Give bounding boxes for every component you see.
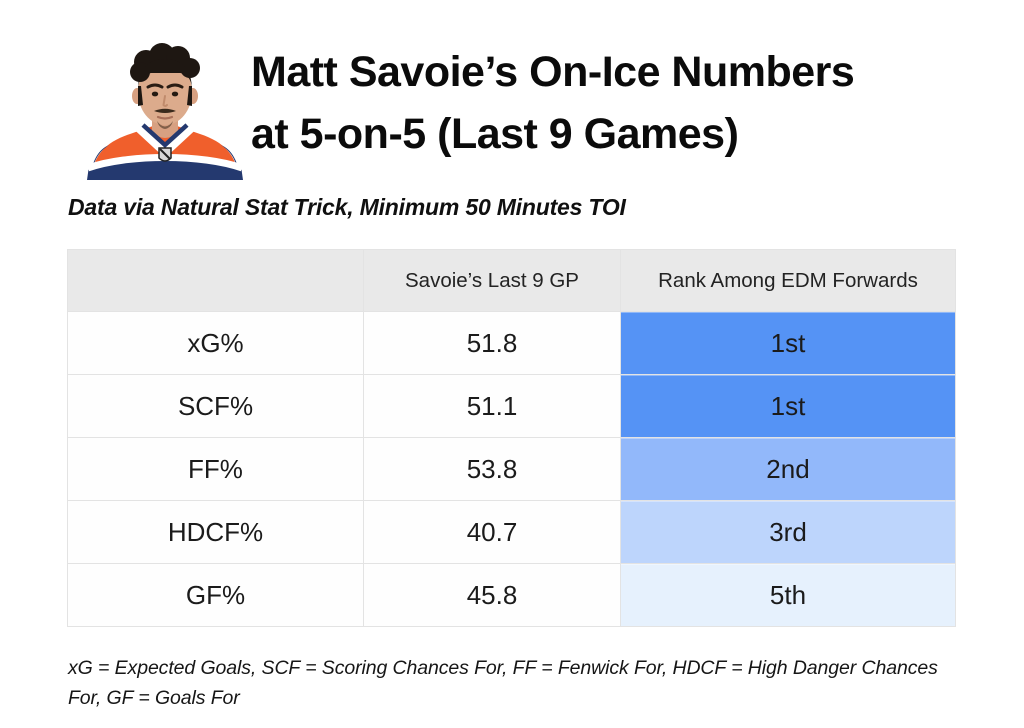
page-title-line1: Matt Savoie’s On-Ice Numbers	[251, 48, 855, 96]
page-title: Matt Savoie’s On-Ice Numbers at 5-on-5 (…	[251, 42, 855, 166]
page-title-line2: at 5-on-5 (Last 9 Games)	[251, 109, 739, 158]
player-headshot-graphic	[86, 43, 244, 180]
stat-cell: FF%	[67, 437, 364, 501]
value-cell: 53.8	[363, 437, 621, 501]
stat-cell: xG%	[67, 311, 364, 375]
stats-table: Savoie’s Last 9 GP Rank Among EDM Forwar…	[67, 249, 956, 627]
header: Matt Savoie’s On-Ice Numbers at 5-on-5 (…	[0, 0, 1024, 180]
stat-cell: SCF%	[67, 374, 364, 438]
column-header-stat	[67, 249, 364, 312]
abbreviation-footnote: xG = Expected Goals, SCF = Scoring Chanc…	[68, 657, 938, 710]
stat-cell: GF%	[67, 563, 364, 627]
value-cell: 51.1	[363, 374, 621, 438]
column-header-value: Savoie’s Last 9 GP	[363, 249, 621, 312]
rank-cell: 2nd	[620, 437, 956, 501]
rank-cell: 5th	[620, 563, 956, 627]
column-header-rank: Rank Among EDM Forwards	[620, 249, 956, 312]
table-row: GF% 45.8 5th	[67, 563, 956, 627]
table-row: FF% 53.8 2nd	[67, 437, 956, 501]
table-row: SCF% 51.1 1st	[67, 374, 956, 438]
rank-cell: 1st	[620, 374, 956, 438]
table-row: HDCF% 40.7 3rd	[67, 500, 956, 564]
table-header-row: Savoie’s Last 9 GP Rank Among EDM Forwar…	[67, 249, 956, 312]
value-cell: 40.7	[363, 500, 621, 564]
value-cell: 51.8	[363, 311, 621, 375]
value-cell: 45.8	[363, 563, 621, 627]
player-headshot-image	[85, 42, 245, 180]
table-row: xG% 51.8 1st	[67, 311, 956, 375]
stat-cell: HDCF%	[67, 500, 364, 564]
data-source-subtitle: Data via Natural Stat Trick, Minimum 50 …	[68, 194, 626, 220]
rank-cell: 1st	[620, 311, 956, 375]
rank-cell: 3rd	[620, 500, 956, 564]
